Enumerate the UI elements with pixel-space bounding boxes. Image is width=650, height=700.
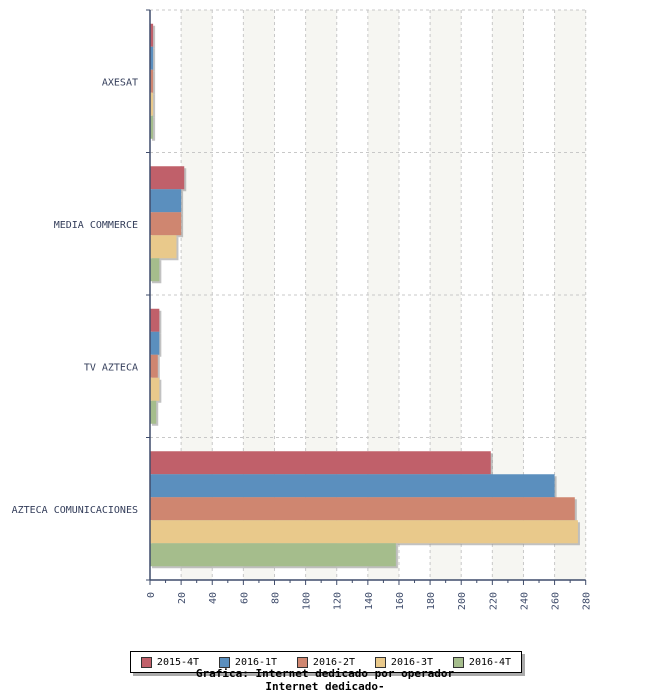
y-tick-label: MEDIA COMMERCE xyxy=(54,220,138,231)
bar-chart: AXESAT MEDIA COMMERCE TV AZTECA AZTECA COMU… xyxy=(12,9,593,610)
legend-swatch xyxy=(374,656,386,668)
bar xyxy=(150,258,160,282)
x-tick-label: 220 xyxy=(488,592,499,610)
legend-swatch xyxy=(296,656,308,668)
x-tick-label: 180 xyxy=(426,592,437,610)
legend-label: 2016-3T xyxy=(390,656,434,668)
legend-swatch xyxy=(452,656,464,668)
bar xyxy=(150,115,154,139)
bar-shadow xyxy=(152,94,156,118)
bar xyxy=(150,451,491,475)
bar xyxy=(150,189,182,213)
y-tick-label: AXESAT xyxy=(102,77,138,88)
legend-label: 2016-1T xyxy=(234,656,278,668)
legend-swatch xyxy=(218,656,230,668)
chart-title: Grafica: Internet dedicado por operador xyxy=(195,667,455,680)
x-tick-label: 100 xyxy=(302,592,313,610)
legend-item: 2016-1T xyxy=(218,656,278,668)
x-tick-label: 240 xyxy=(519,592,530,610)
bar xyxy=(150,92,154,116)
x-tick-label: 20 xyxy=(177,592,188,604)
bar xyxy=(150,235,177,259)
legend-label: 2015-4T xyxy=(156,656,200,668)
legend-item: 2016-2T xyxy=(296,656,356,668)
x-tick-label: 60 xyxy=(239,592,250,604)
x-tick-label: 160 xyxy=(395,592,406,610)
bar xyxy=(150,212,182,236)
bar xyxy=(150,474,555,498)
x-tick-label: 260 xyxy=(551,592,562,610)
chart-subtitle: Internet dedicado- xyxy=(265,680,385,693)
legend-item: 2016-4T xyxy=(452,656,512,668)
bar xyxy=(150,46,154,70)
bar-shadow xyxy=(152,25,156,49)
bar-shadow xyxy=(152,48,156,72)
bar xyxy=(150,308,160,332)
legend-item: 2016-3T xyxy=(374,656,434,668)
x-tick-label: 140 xyxy=(364,592,375,610)
bar xyxy=(150,23,154,47)
bar xyxy=(150,520,578,544)
bar xyxy=(150,400,157,424)
bar xyxy=(150,497,575,521)
legend: 2015-4T 2016-1T 2016-2T 2016-3T 2016-4T xyxy=(130,651,522,673)
bar xyxy=(150,331,160,355)
bar xyxy=(150,166,185,190)
bar xyxy=(150,354,158,378)
bar xyxy=(150,543,396,567)
legend-label: 2016-4T xyxy=(468,656,512,668)
x-tick-label: 280 xyxy=(582,592,593,610)
legend-swatch xyxy=(140,656,152,668)
y-tick-label: AZTECA COMUNICACIONES xyxy=(12,505,138,516)
bar xyxy=(150,69,154,93)
x-tick-label: 40 xyxy=(208,592,219,604)
bar xyxy=(150,377,160,401)
bar-shadow xyxy=(152,71,156,95)
y-tick-label: TV AZTECA xyxy=(84,362,138,373)
x-tick-label: 0 xyxy=(146,592,157,598)
x-tick-label: 200 xyxy=(457,592,468,610)
x-tick-label: 120 xyxy=(333,592,344,610)
bar-shadow xyxy=(152,117,156,141)
legend-label: 2016-2T xyxy=(312,656,356,668)
x-tick-label: 80 xyxy=(270,592,281,604)
legend-item: 2015-4T xyxy=(140,656,200,668)
